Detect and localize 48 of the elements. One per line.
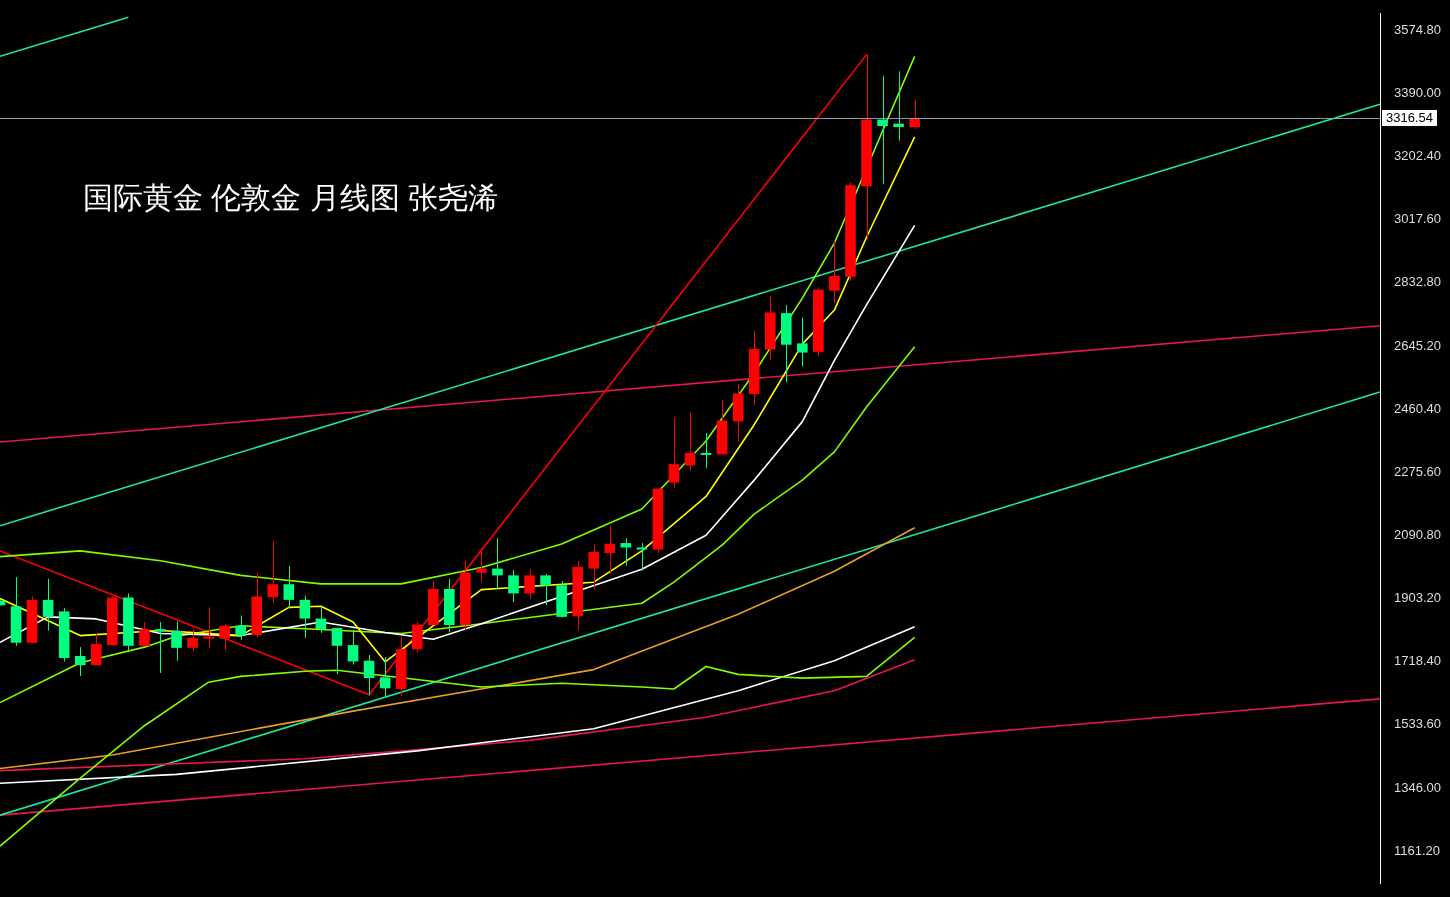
candlestick: [299, 595, 311, 639]
candlestick: [74, 646, 86, 677]
text: 国际黄金 伦敦金 月线图 张尧浠: [83, 180, 499, 216]
candlestick: [524, 568, 535, 600]
candlestick: [139, 621, 150, 647]
y-tick-label: 1718.40: [1394, 653, 1441, 669]
candlestick: [588, 544, 600, 590]
y-tick-label: 3202.40: [1394, 148, 1441, 164]
y-tick-label: 1161.20: [1394, 842, 1441, 858]
candlestick: [476, 547, 487, 583]
y-tick-label: 3017.60: [1394, 211, 1441, 227]
y-tick-label: 2460.40: [1394, 400, 1441, 416]
y-tick-label: 2645.20: [1394, 337, 1441, 353]
candlestick: [171, 620, 182, 662]
candlestick: [347, 629, 359, 665]
candlestick: [909, 99, 920, 130]
candlestick: [219, 623, 230, 651]
candlestick: [379, 656, 391, 698]
candlestick: [187, 628, 198, 653]
y-tick-label: 2832.80: [1394, 274, 1441, 290]
candlestick: [797, 317, 808, 368]
y-tick-label: 3574.80: [1394, 21, 1441, 37]
y-tick-label: 2275.60: [1394, 463, 1441, 479]
y-tick-label: 1346.00: [1394, 779, 1441, 795]
candlestick: [668, 417, 680, 489]
y-tick-label: 1533.60: [1394, 716, 1441, 732]
candlestick: [283, 565, 295, 609]
y-tick-label: 2090.80: [1394, 526, 1441, 542]
candlestick: [684, 411, 696, 472]
candlestick: [363, 654, 375, 696]
candlestick: [90, 633, 102, 666]
candlestick: [893, 70, 904, 142]
y-tick-label: 3390.00: [1394, 84, 1441, 100]
candlestick: [700, 432, 712, 469]
y-tick-label: 1903.20: [1394, 590, 1441, 606]
candlestick: [203, 606, 214, 649]
ref-line-label: 3316.54: [1386, 109, 1433, 125]
candlestick: [829, 239, 840, 304]
candlestick: [267, 540, 279, 604]
candlestick: [540, 573, 551, 606]
candlestick: [331, 626, 343, 675]
candlestick: [42, 578, 54, 631]
candlestick: [877, 75, 888, 185]
candlestick: [508, 569, 519, 603]
candlestick: [604, 525, 616, 575]
candlestick: [492, 537, 503, 590]
candlestick: [636, 542, 648, 572]
candlestick: [235, 615, 246, 641]
